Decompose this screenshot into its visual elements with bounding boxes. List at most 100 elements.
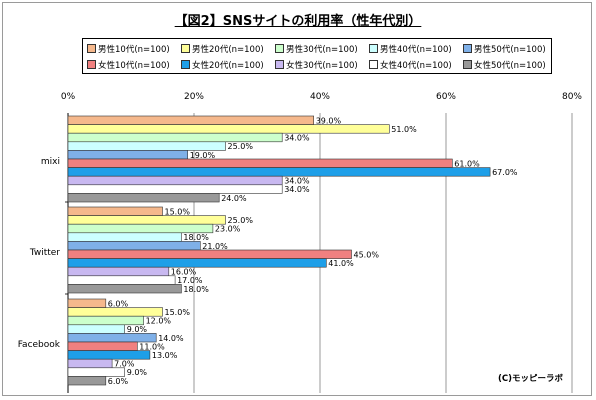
data-label: 11.0% (139, 342, 165, 351)
bar (67, 341, 138, 351)
x-tick-label: 40% (310, 92, 330, 102)
data-label: 34.0% (284, 134, 310, 143)
bar (67, 284, 182, 294)
data-label: 16.0% (171, 268, 197, 277)
data-label: 13.0% (152, 351, 178, 360)
data-label: 6.0% (108, 299, 129, 308)
legend-swatch (463, 60, 472, 69)
bar (67, 124, 390, 134)
bar (67, 376, 107, 386)
legend-label: 女性20代(n=100) (192, 60, 264, 71)
data-label: 19.0% (190, 151, 216, 160)
legend-item: 女性40代(n=100) (369, 57, 452, 72)
bar (67, 275, 176, 285)
chart-legend: 男性10代(n=100) 男性20代(n=100) 男性30代(n=100) 男性40… (82, 38, 552, 74)
category-label: Facebook (18, 340, 61, 350)
legend-label: 男性30代(n=100) (286, 44, 358, 55)
data-label: 18.0% (183, 285, 209, 294)
legend-item: 女性50代(n=100) (463, 57, 546, 72)
legend-swatch (87, 44, 96, 53)
legend-item: 男性50代(n=100) (463, 41, 546, 56)
copyright-credit: (C)モッピーラボ (498, 374, 564, 384)
data-label: 21.0% (202, 242, 228, 251)
bar (67, 150, 188, 160)
legend-item: 女性30代(n=100) (275, 57, 358, 72)
bar (67, 223, 214, 234)
data-label: 7.0% (114, 360, 135, 369)
data-label: 45.0% (354, 250, 380, 259)
data-label: 14.0% (158, 334, 184, 343)
bar (67, 241, 201, 251)
category-label: mixi (41, 157, 60, 167)
legend-item: 女性20代(n=100) (181, 57, 264, 72)
bar (67, 141, 226, 151)
legend-label: 男性40代(n=100) (380, 44, 452, 55)
legend-swatch (181, 44, 190, 53)
data-label: 67.0% (492, 168, 518, 177)
bar (67, 175, 283, 186)
data-label: 15.0% (165, 207, 191, 216)
x-tick-label: 60% (436, 92, 456, 102)
legend-label: 男性50代(n=100) (474, 44, 546, 55)
data-label: 39.0% (316, 116, 342, 125)
bar (67, 307, 163, 317)
legend-swatch (181, 60, 190, 69)
category-label: Twitter (29, 248, 60, 258)
data-label: 51.0% (391, 125, 417, 134)
data-label: 24.0% (221, 194, 247, 203)
bar (67, 258, 327, 268)
data-label: 15.0% (165, 308, 191, 317)
data-label: 34.0% (284, 177, 310, 186)
legend-label: 女性50代(n=100) (474, 60, 546, 71)
data-label: 18.0% (183, 233, 209, 242)
data-label: 25.0% (228, 216, 254, 225)
legend-item: 女性10代(n=100) (87, 57, 170, 72)
legend-swatch (275, 44, 284, 53)
data-label: 6.0% (108, 377, 129, 386)
bar (67, 184, 283, 194)
bar (67, 206, 163, 216)
data-label: 25.0% (228, 142, 254, 151)
data-label: 9.0% (127, 368, 148, 377)
legend-label: 男性10代(n=100) (98, 44, 170, 55)
x-tick-label: 80% (562, 92, 582, 102)
legend-label: 女性40代(n=100) (380, 60, 452, 71)
bar (67, 232, 182, 242)
bar (67, 158, 453, 168)
legend-swatch (463, 44, 472, 53)
legend-label: 男性20代(n=100) (192, 44, 264, 55)
bar (67, 167, 491, 177)
data-label: 17.0% (177, 276, 203, 285)
bar (67, 358, 113, 369)
legend-swatch (87, 60, 96, 69)
legend-item: 男性30代(n=100) (275, 41, 358, 56)
bar (67, 315, 144, 326)
legend-swatch (369, 44, 378, 53)
legend-label: 女性30代(n=100) (286, 60, 358, 71)
bar (67, 215, 226, 225)
data-label: 34.0% (284, 185, 310, 194)
x-tick-label: 20% (184, 92, 204, 102)
legend-label: 女性10代(n=100) (98, 60, 170, 71)
bar (67, 298, 107, 308)
bar (67, 333, 157, 343)
legend-item: 男性10代(n=100) (87, 41, 170, 56)
x-tick-label: 0% (61, 92, 76, 102)
bar (67, 249, 352, 259)
bar (67, 266, 170, 277)
data-label: 61.0% (454, 159, 480, 168)
data-label: 23.0% (215, 225, 241, 234)
bar (67, 193, 220, 203)
data-label: 12.0% (146, 317, 172, 326)
chart-title: 【図2】SNSサイトの利用率（性年代別） (174, 14, 422, 29)
data-label: 41.0% (328, 259, 354, 268)
legend-item: 男性20代(n=100) (181, 41, 264, 56)
legend-item: 男性40代(n=100) (369, 41, 452, 56)
bar (67, 132, 283, 143)
bar (67, 115, 314, 125)
legend-swatch (275, 60, 284, 69)
bar (67, 367, 126, 377)
bar (67, 324, 126, 334)
data-label: 9.0% (127, 325, 148, 334)
